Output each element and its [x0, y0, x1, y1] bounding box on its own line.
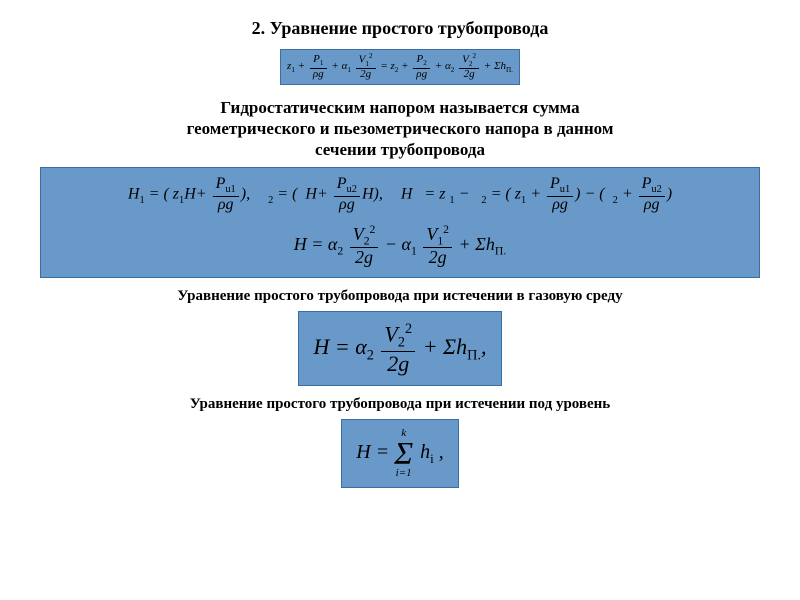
- caption-level: Уравнение простого трубопровода при исте…: [40, 396, 760, 413]
- formula-hydrostatic-head: H1 = ( z1H+ Pu1ρg), 2 = ( H+ Pu2ρgH), H …: [40, 167, 760, 279]
- caption-gas: Уравнение простого трубопровода при исте…: [40, 288, 760, 305]
- formula-bernoulli: z1 + P1ρg + α1 V122g = z2 + P2ρg + α2 V2…: [280, 49, 520, 85]
- section-title: 2. Уравнение простого трубопровода: [40, 18, 760, 39]
- definition-text: Гидростатическим напором называется сумм…: [40, 97, 760, 161]
- formula-level-outflow: H = k Σ i=1 hi ,: [341, 419, 459, 488]
- formula-gas-outflow: H = α2 V222g + ΣhП.,: [298, 311, 501, 386]
